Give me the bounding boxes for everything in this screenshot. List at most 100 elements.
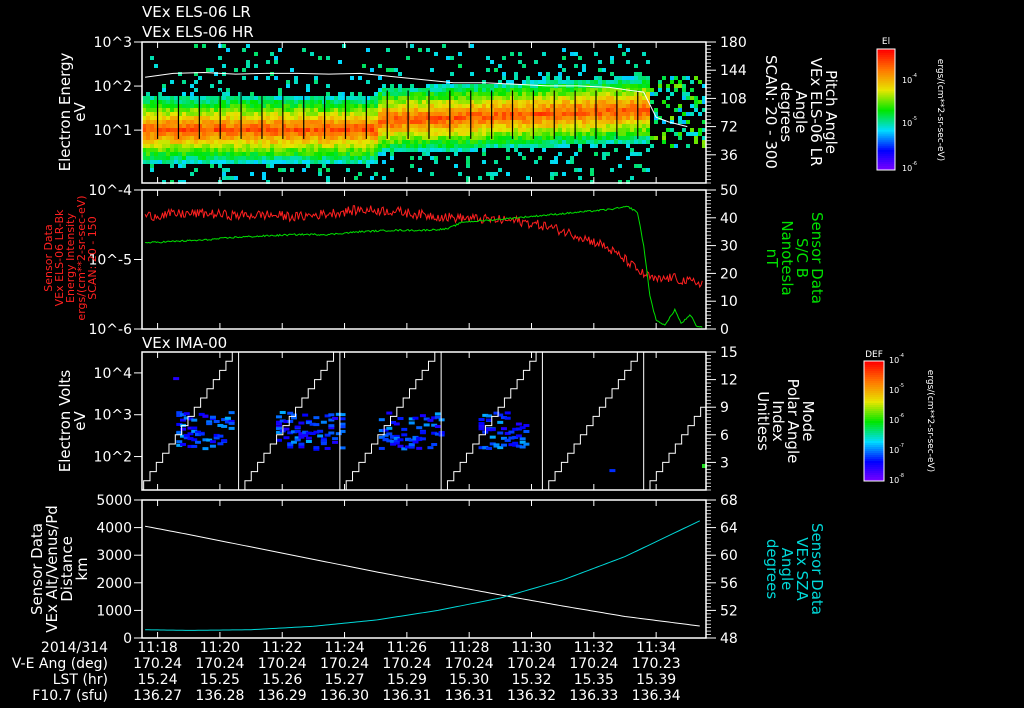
els-pixel <box>386 124 390 128</box>
intensity-right-tick-label: 0 <box>720 322 729 338</box>
els-pixel <box>550 88 554 92</box>
els-pixel <box>522 140 526 144</box>
els-pixel <box>366 104 370 108</box>
els-pixel <box>402 132 406 136</box>
els-pixel <box>366 156 370 160</box>
els-pixel <box>570 132 574 136</box>
els-pixel <box>538 136 542 140</box>
els-pixel <box>178 140 182 144</box>
els-pixel <box>334 100 338 104</box>
els-pixel <box>190 132 194 136</box>
els-pixel <box>574 124 578 128</box>
ima-colorbar-segment <box>864 453 884 456</box>
els-pixel <box>238 104 242 108</box>
els-pixel <box>178 148 182 152</box>
els-pixel <box>290 96 294 100</box>
ima-pixel <box>523 429 530 433</box>
els-pixel <box>178 164 182 168</box>
els-pixel <box>426 128 430 132</box>
els-pixel <box>178 96 182 100</box>
els-pixel <box>366 144 370 148</box>
ima-colorbar-segment <box>864 423 884 426</box>
ima-colorbar-segment <box>864 369 884 372</box>
ima-pixel <box>221 439 228 443</box>
ima-pixel <box>183 436 190 440</box>
ima-pixel <box>320 420 327 424</box>
els-pixel <box>626 156 630 160</box>
els-colorbar-segment <box>877 145 895 149</box>
els-pixel <box>414 124 418 128</box>
els-colorbar-segment <box>877 53 895 56</box>
els-pixel <box>702 100 706 104</box>
ima-pixel <box>228 421 235 425</box>
els-pixel <box>230 104 234 108</box>
els-pixel <box>318 144 322 148</box>
els-pixel <box>510 80 514 84</box>
els-pixel <box>378 140 382 144</box>
els-pixel <box>558 136 562 140</box>
els-pixel <box>638 112 642 116</box>
els-pixel <box>570 116 574 120</box>
els-pixel <box>318 172 322 176</box>
ima-pixel <box>512 427 519 431</box>
els-pixel <box>402 136 406 140</box>
els-pixel <box>526 120 530 124</box>
els-pixel <box>602 68 606 72</box>
sza-right-axis-label-line: Sensor Data <box>808 523 826 615</box>
els-pixel <box>574 128 578 132</box>
ima-pixel <box>290 430 297 434</box>
ima-pixel <box>283 420 290 424</box>
els-pixel <box>326 132 330 136</box>
els-pixel <box>474 100 478 104</box>
x-row-label: F10.7 (sfu) <box>32 688 108 704</box>
els-pixel <box>314 96 318 100</box>
ima-pixel <box>287 445 294 449</box>
els-pixel <box>442 84 446 88</box>
els-pixel <box>562 88 566 92</box>
els-pixel <box>274 148 278 152</box>
els-pixel <box>198 132 202 136</box>
els-pixel <box>226 100 230 104</box>
intensity-left-axis-label-line: SCAN: 20 - 150 <box>86 216 99 300</box>
els-pixel <box>222 104 226 108</box>
els-pixel <box>218 140 222 144</box>
ima-colorbar-segment <box>864 467 884 470</box>
els-pixel <box>234 152 238 156</box>
els-pixel <box>194 116 198 120</box>
els-pixel <box>342 140 346 144</box>
els-pixel <box>578 104 582 108</box>
els-pixel <box>482 104 486 108</box>
els-pixel <box>206 100 210 104</box>
ima-pixel <box>431 416 438 420</box>
els-pixel <box>158 92 162 96</box>
els-pixel <box>202 108 206 112</box>
els-pixel <box>326 160 330 164</box>
els-pixel <box>534 144 538 148</box>
els-pixel <box>166 132 170 136</box>
els-pixel <box>526 88 530 92</box>
els-pixel <box>642 92 646 96</box>
els-pixel <box>262 140 266 144</box>
els-pixel <box>578 128 582 132</box>
els-pixel <box>450 148 454 152</box>
els-pixel <box>178 120 182 124</box>
els-pixel <box>582 104 586 108</box>
els-pixel <box>274 144 278 148</box>
ima-pixel <box>497 420 504 424</box>
els-pixel <box>530 136 534 140</box>
ima-pixel <box>305 431 312 435</box>
els-pixel <box>434 144 438 148</box>
els-pixel <box>346 128 350 132</box>
els-pixel <box>618 124 622 128</box>
els-pixel <box>638 72 642 76</box>
els-pixel <box>198 120 202 124</box>
els-pixel <box>370 148 374 152</box>
els-pixel <box>282 120 286 124</box>
ima-pixel <box>515 427 522 431</box>
els-pixel <box>546 100 550 104</box>
els-pixel <box>558 80 562 84</box>
els-pixel <box>598 112 602 116</box>
els-pixel <box>458 172 462 176</box>
els-pixel <box>630 116 634 120</box>
els-pixel <box>626 132 630 136</box>
